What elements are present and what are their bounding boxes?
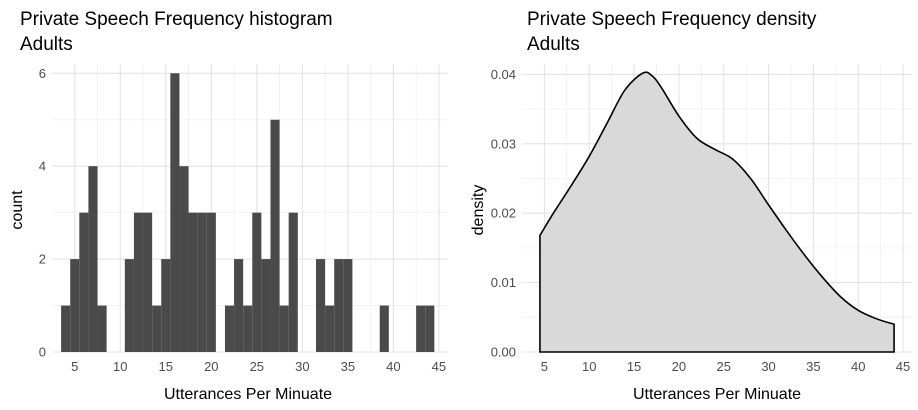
histogram-bar bbox=[197, 212, 207, 352]
histogram-x-axis-label: Utterances Per Minuate bbox=[164, 386, 332, 403]
histogram-bar bbox=[179, 166, 189, 352]
histogram-x-tick-label: 25 bbox=[250, 359, 264, 374]
histogram-bar bbox=[143, 212, 153, 352]
histogram-bar bbox=[170, 73, 180, 353]
histogram-bar bbox=[425, 305, 435, 352]
histogram-y-tick-labels: 0 2 4 6 bbox=[39, 66, 46, 360]
density-y-axis-label: density bbox=[470, 185, 487, 236]
histogram-bar bbox=[79, 212, 89, 352]
histogram-y-tick-label: 6 bbox=[39, 66, 46, 81]
histogram-x-tick-label: 10 bbox=[113, 359, 127, 374]
histogram-y-tick-label: 4 bbox=[39, 159, 46, 174]
density-y-tick-label: 0.03 bbox=[491, 136, 516, 151]
histogram-bar bbox=[188, 212, 198, 352]
histogram-bar bbox=[379, 305, 389, 352]
histogram-bar bbox=[252, 212, 262, 352]
histogram-bar bbox=[343, 259, 353, 352]
histogram-bar bbox=[70, 259, 80, 352]
histogram-bar bbox=[261, 259, 271, 352]
density-y-tick-label: 0.02 bbox=[491, 206, 516, 221]
histogram-y-tick-label: 2 bbox=[39, 252, 46, 267]
histogram-bar bbox=[224, 305, 235, 352]
density-title: Private Speech Frequency density bbox=[527, 9, 817, 30]
density-y-tick-label: 0.01 bbox=[491, 275, 516, 290]
density-x-tick-label: 20 bbox=[672, 359, 686, 374]
density-subtitle: Adults bbox=[527, 34, 580, 55]
histogram-bar bbox=[243, 305, 253, 352]
density-y-tick-label: 0.04 bbox=[491, 67, 516, 82]
histogram-y-tick-label: 0 bbox=[39, 345, 46, 360]
histogram-x-tick-label: 15 bbox=[159, 359, 173, 374]
histogram-bars bbox=[61, 73, 435, 353]
density-x-tick-label: 45 bbox=[896, 359, 910, 374]
histogram-bar bbox=[124, 259, 134, 352]
density-x-tick-label: 10 bbox=[582, 359, 596, 374]
density-x-tick-label: 5 bbox=[541, 359, 548, 374]
histogram-bar bbox=[288, 212, 298, 352]
histogram-bar bbox=[97, 305, 107, 352]
histogram-bar bbox=[334, 259, 344, 352]
density-x-tick-label: 30 bbox=[761, 359, 775, 374]
histogram-bar bbox=[61, 305, 71, 352]
density-panel: Private Speech Frequency density Adults … bbox=[470, 9, 912, 403]
density-x-tick-label: 35 bbox=[806, 359, 820, 374]
density-y-tick-labels: 0.00 0.01 0.02 0.03 0.04 bbox=[491, 67, 516, 360]
histogram-bar bbox=[316, 259, 326, 352]
density-x-tick-label: 15 bbox=[627, 359, 641, 374]
histogram-x-tick-label: 35 bbox=[341, 359, 355, 374]
histogram-bar bbox=[161, 259, 171, 352]
histogram-x-tick-label: 5 bbox=[71, 359, 78, 374]
histogram-bar bbox=[416, 305, 426, 352]
density-x-tick-labels: 5 10 15 20 25 30 35 40 45 bbox=[541, 359, 910, 374]
histogram-title: Private Speech Frequency histogram bbox=[20, 9, 333, 30]
density-x-tick-label: 40 bbox=[851, 359, 865, 374]
density-curve-area bbox=[539, 71, 895, 353]
histogram-x-tick-label: 30 bbox=[295, 359, 309, 374]
histogram-bar bbox=[279, 305, 289, 352]
histogram-bar bbox=[270, 119, 280, 352]
histogram-subtitle: Adults bbox=[20, 34, 73, 55]
histogram-x-tick-labels: 5 10 15 20 25 30 35 40 45 bbox=[71, 359, 446, 374]
histogram-x-tick-label: 40 bbox=[386, 359, 400, 374]
histogram-panel: Private Speech Frequency histogram Adult… bbox=[9, 9, 448, 403]
histogram-bar bbox=[152, 305, 162, 352]
histogram-bar bbox=[206, 212, 216, 352]
histogram-y-axis-label: count bbox=[9, 190, 26, 230]
density-x-axis-label: Utterances Per Minuate bbox=[633, 386, 801, 403]
density-x-tick-label: 25 bbox=[716, 359, 730, 374]
histogram-x-tick-label: 45 bbox=[432, 359, 446, 374]
histogram-bar bbox=[234, 259, 244, 352]
histogram-bar bbox=[133, 212, 144, 352]
histogram-bar bbox=[88, 166, 98, 352]
histogram-x-tick-label: 20 bbox=[204, 359, 218, 374]
histogram-bar bbox=[325, 305, 335, 352]
density-y-tick-label: 0.00 bbox=[491, 345, 516, 360]
